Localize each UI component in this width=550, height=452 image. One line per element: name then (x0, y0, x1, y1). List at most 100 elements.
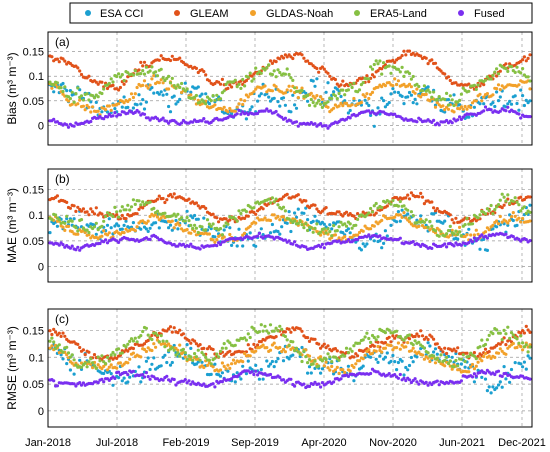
point-era5-land (319, 102, 323, 106)
point-fused (257, 231, 261, 235)
point-era5-land (332, 224, 336, 228)
point-esa-cci (365, 242, 369, 246)
point-era5-land (181, 87, 185, 91)
panel-mae-frame (47, 168, 533, 283)
point-fused (78, 381, 82, 385)
point-fused (105, 115, 110, 119)
point-gldas-noah (296, 96, 300, 100)
point-era5-land (174, 86, 178, 90)
panel-bias-frame (47, 31, 533, 146)
point-esa-cci (146, 356, 150, 360)
point-fused (174, 383, 178, 387)
legend-item-gldas-noah: GLDAS-Noah (250, 8, 333, 20)
point-esa-cci (139, 380, 143, 384)
point-gleam (306, 336, 310, 340)
point-gldas-noah (333, 233, 337, 237)
point-gldas-noah (272, 213, 276, 217)
point-gleam (435, 207, 439, 211)
y-tick-label: 0.15 (23, 325, 44, 337)
point-esa-cci (487, 385, 491, 389)
point-gleam (172, 326, 176, 330)
point-era5-land (443, 358, 447, 362)
point-gldas-noah (228, 106, 232, 111)
point-gldas-noah (357, 230, 362, 235)
point-gleam (320, 344, 324, 348)
point-gldas-noah (420, 353, 425, 357)
point-gldas-noah (141, 83, 145, 87)
point-fused (393, 373, 397, 377)
point-era5-land (194, 226, 198, 230)
point-era5-land (465, 216, 469, 220)
point-era5-land (370, 67, 375, 71)
point-fused (265, 107, 269, 111)
point-fused (72, 124, 76, 128)
point-era5-land (224, 82, 228, 86)
point-esa-cci (196, 217, 200, 221)
point-esa-cci (324, 90, 328, 94)
point-gldas-noah (528, 219, 532, 223)
point-esa-cci (220, 371, 224, 375)
point-esa-cci (289, 229, 293, 234)
point-fused (198, 247, 202, 251)
point-esa-cci (228, 226, 232, 230)
point-gldas-noah (496, 83, 501, 87)
point-gleam (207, 79, 211, 83)
point-era5-land (500, 338, 504, 342)
point-gleam (454, 349, 458, 353)
point-gldas-noah (50, 344, 54, 348)
point-era5-land (476, 216, 480, 220)
point-gldas-noah (313, 96, 317, 100)
point-gleam (487, 350, 491, 354)
point-era5-land (252, 327, 256, 331)
point-era5-land (129, 337, 134, 341)
point-esa-cci (200, 92, 204, 96)
point-gleam (385, 204, 389, 208)
point-gldas-noah (517, 216, 521, 220)
point-era5-land (485, 75, 489, 79)
point-esa-cci (415, 102, 419, 106)
point-gleam (315, 66, 319, 71)
point-fused (511, 235, 515, 239)
point-gleam (204, 206, 208, 210)
point-fused (55, 384, 60, 388)
point-gldas-noah (61, 225, 65, 229)
point-gldas-noah (498, 88, 502, 92)
point-esa-cci (281, 359, 286, 363)
point-era5-land (522, 205, 527, 209)
point-esa-cci (141, 98, 145, 102)
point-gldas-noah (391, 84, 395, 88)
point-era5-land (96, 228, 100, 232)
point-esa-cci (230, 112, 234, 116)
point-fused (81, 381, 85, 385)
point-esa-cci (78, 358, 82, 362)
point-era5-land (313, 104, 317, 108)
point-era5-land (280, 327, 284, 331)
point-fused (89, 119, 93, 124)
point-fused (256, 373, 260, 377)
point-esa-cci (317, 220, 321, 224)
point-esa-cci (406, 368, 410, 372)
point-gldas-noah (319, 95, 323, 99)
panel-rmse-yticks: 00.050.10.15 (23, 325, 44, 417)
point-gleam (228, 218, 232, 222)
point-gleam (100, 212, 104, 216)
point-gldas-noah (517, 83, 521, 87)
point-era5-land (161, 339, 165, 343)
point-esa-cci (230, 243, 234, 247)
point-gldas-noah (109, 363, 113, 367)
point-era5-land (374, 59, 378, 63)
point-gleam (393, 60, 397, 64)
point-esa-cci (393, 360, 397, 364)
point-gldas-noah (528, 343, 532, 347)
point-era5-land (326, 100, 330, 104)
point-esa-cci (383, 229, 387, 233)
point-era5-land (57, 218, 61, 222)
point-gldas-noah (476, 232, 480, 236)
point-era5-land (141, 200, 145, 204)
point-era5-land (493, 70, 497, 74)
point-era5-land (122, 78, 126, 83)
point-era5-land (233, 217, 237, 221)
point-gldas-noah (467, 370, 471, 374)
point-era5-land (517, 203, 521, 207)
point-era5-land (306, 93, 310, 97)
